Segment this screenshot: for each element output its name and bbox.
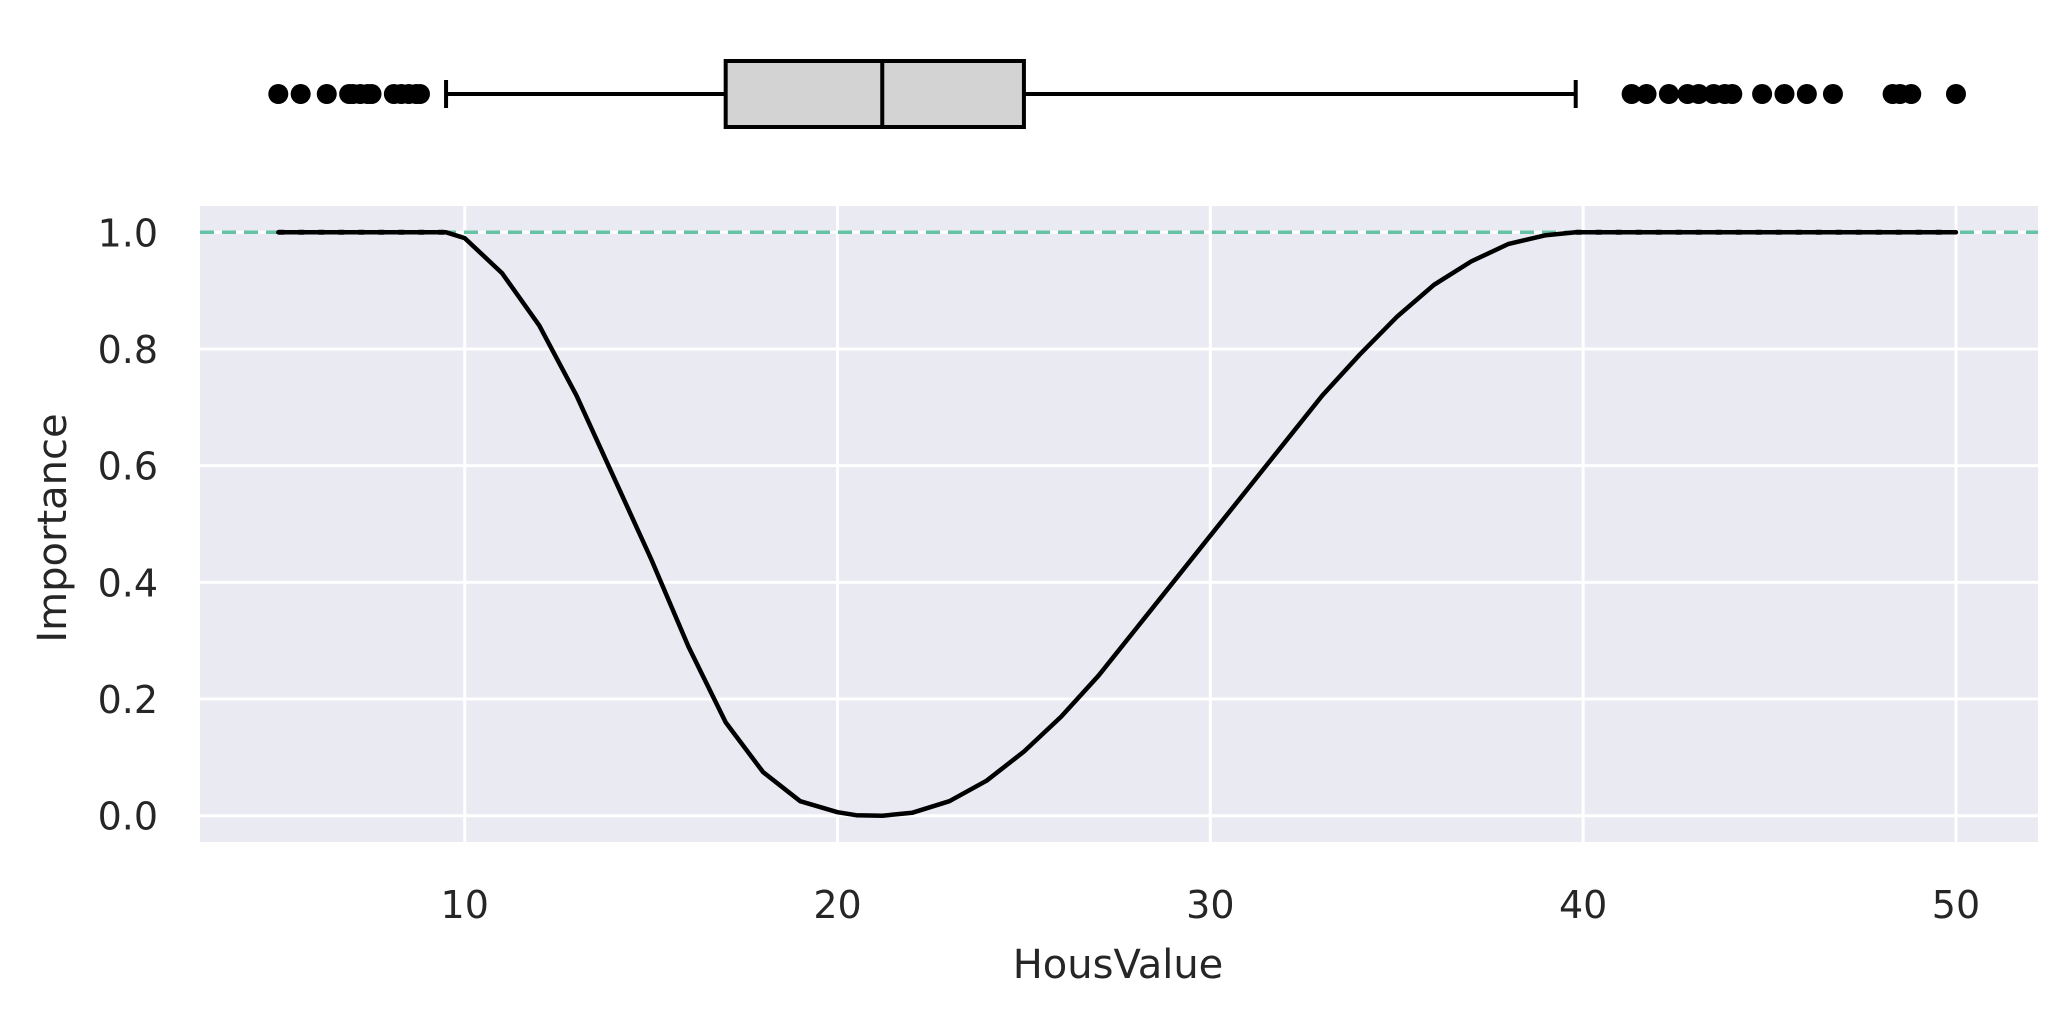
outlier-point — [1636, 84, 1657, 104]
outlier-point — [1722, 84, 1743, 104]
y-tick-label: 0.4 — [98, 561, 158, 605]
boxplot-panel — [268, 59, 1966, 129]
outlier-point — [1796, 84, 1817, 104]
series-layer — [276, 230, 1959, 818]
outlier-point — [1945, 84, 1966, 104]
x-tick-label: 30 — [1186, 883, 1234, 927]
y-axis-label: Importance — [30, 413, 76, 642]
outlier-point — [316, 84, 337, 104]
outlier-point — [1774, 84, 1795, 104]
plot-background — [200, 206, 2038, 842]
outlier-point — [268, 84, 289, 104]
outlier-point — [1658, 84, 1679, 104]
outlier-point — [1621, 84, 1642, 104]
outlier-point — [1822, 84, 1843, 104]
outlier-point — [409, 84, 430, 104]
x-axis-label: HousValue — [1013, 942, 1224, 988]
outlier-point — [1688, 84, 1709, 104]
x-tick-labels: 10 20 30 40 50 — [441, 883, 1981, 927]
outlier-point — [290, 84, 311, 104]
importance-plot-panel: 10 20 30 40 50 0.00.20.40.60.81.0 HousValue … — [30, 206, 2038, 988]
outlier-point — [1752, 84, 1773, 104]
y-tick-labels: 0.0 0.2 0.4 0.6 0.8 1.0 — [98, 211, 158, 838]
y-tick-label: 0.6 — [98, 445, 158, 489]
y-tick-label: 0.0 — [98, 795, 158, 839]
x-tick-label: 40 — [1559, 883, 1607, 927]
y-tick-label: 0.8 — [98, 328, 158, 372]
x-tick-label: 10 — [441, 883, 489, 927]
y-tick-label: 0.2 — [98, 678, 158, 722]
x-tick-label: 20 — [813, 883, 861, 927]
x-tick-label: 50 — [1932, 883, 1980, 927]
outlier-point — [361, 84, 382, 104]
importance-curve — [276, 230, 1959, 818]
outlier-point — [1901, 84, 1922, 104]
iqr-box — [723, 59, 1026, 129]
y-tick-label: 1.0 — [98, 211, 158, 255]
